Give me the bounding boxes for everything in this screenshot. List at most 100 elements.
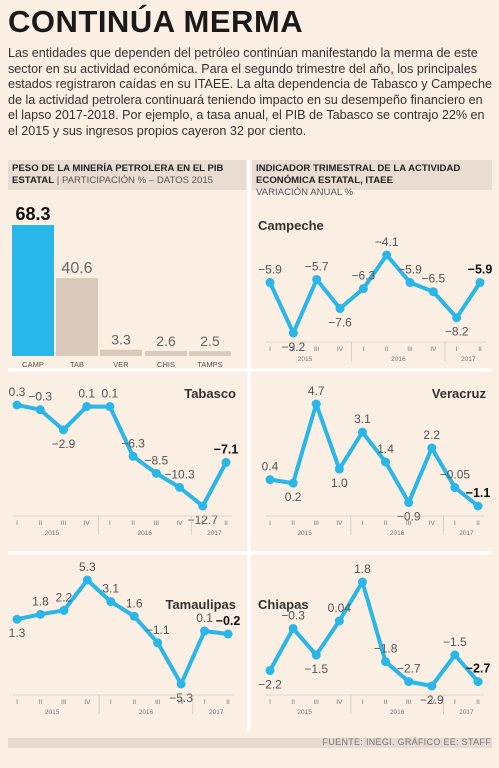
tamaulipas-quarter-label: II — [132, 699, 136, 706]
campeche-quarter-label: III — [407, 346, 413, 353]
bar-value-label: 2.5 — [200, 333, 220, 349]
tabasco-year-label: 2016 — [137, 530, 152, 537]
veracruz-series-line — [268, 402, 480, 508]
veracruz-point — [265, 475, 275, 485]
campeche-point — [382, 250, 392, 260]
campeche-quarter-label: IV — [337, 346, 344, 353]
chiapas-point — [381, 657, 391, 667]
tabasco-year-label: 2017 — [207, 530, 222, 537]
veracruz-year-label: 2015 — [297, 530, 312, 537]
bar-tamps — [189, 351, 231, 356]
veracruz-point-label: 0.4 — [262, 460, 279, 474]
chiapas-quarter-label: IV — [336, 699, 343, 706]
tabasco-point-label: 0.3 — [9, 385, 26, 399]
source-credit: FUENTE: INEGI. GRÁFICO EE: STAFF — [322, 737, 491, 747]
veracruz-point — [427, 443, 437, 453]
chiapas-point-label: 0.04 — [328, 601, 352, 615]
bar-value-label: 40.6 — [61, 260, 92, 277]
bar-tab — [56, 278, 98, 356]
chiapas-quarter-label: I — [362, 699, 364, 706]
chiapas-year-label: 2016 — [390, 709, 405, 716]
campeche-quarter-label: II — [385, 346, 389, 353]
tabasco-point-label: −8.5 — [144, 453, 168, 467]
chiapas-point-label: −2.2 — [258, 678, 282, 692]
tamaulipas-point-label: 1.3 — [9, 626, 26, 640]
chiapas-quarter-label: I — [269, 699, 271, 706]
tabasco-quarter-label: III — [154, 520, 160, 527]
tabasco-point — [198, 501, 208, 511]
tamaulipas-year-label: 2017 — [209, 709, 224, 716]
chiapas-point — [265, 666, 275, 676]
veracruz-chart-title: Veracruz — [432, 386, 487, 401]
campeche-point — [335, 304, 345, 314]
footer-band — [8, 738, 492, 748]
tabasco-point-label: −0.3 — [28, 390, 52, 404]
intro-paragraph: Las entidades que dependen del petróleo … — [8, 46, 492, 138]
tabasco-point-label: 0.1 — [78, 387, 95, 401]
veracruz-point-label: −0.05 — [440, 468, 471, 482]
chiapas-point — [450, 650, 460, 660]
tamaulipas-chart-title: Tamaulipas — [165, 597, 236, 612]
tabasco-quarter-label: II — [224, 520, 228, 527]
tamaulipas-quarter-label: III — [155, 699, 161, 706]
veracruz-quarter-label: II — [291, 520, 295, 527]
tamaulipas-point — [129, 611, 139, 621]
campeche-point-label: −5.9 — [468, 263, 493, 277]
campeche-point-label: −5.9 — [258, 263, 282, 277]
veracruz-quarter-label: I — [454, 520, 456, 527]
tabasco-point — [151, 468, 161, 478]
tamaulipas-year-label: 2016 — [139, 709, 154, 716]
chiapas-year-label: 2015 — [297, 709, 312, 716]
chiapas-point-label: −2.9 — [420, 693, 444, 707]
tamaulipas-point-label: 1.6 — [126, 596, 143, 610]
campeche-quarter-label: II — [478, 346, 482, 353]
tabasco-point — [128, 451, 138, 461]
chiapas-point-label: −1.5 — [304, 662, 328, 676]
tamaulipas-point — [176, 679, 186, 689]
chiapas-quarter-label: III — [406, 699, 412, 706]
chiapas-year-label: 2017 — [459, 709, 474, 716]
campeche-quarter-label: II — [292, 346, 296, 353]
tabasco-point-label: −6.3 — [121, 436, 145, 450]
bar-panel-header: PESO DE LA MINERÍA PETROLERA EN EL PIB E… — [8, 160, 246, 190]
campeche-point — [475, 278, 485, 288]
veracruz-point — [473, 501, 483, 511]
chiapas-point — [311, 650, 321, 660]
tabasco-point-label: −10.3 — [164, 467, 195, 481]
campeche-point-label: −5.9 — [398, 263, 422, 277]
chiapas-point-label: −2.7 — [466, 662, 491, 676]
chiapas-point-label: 1.8 — [354, 562, 371, 576]
tabasco-point — [221, 457, 231, 467]
tamaulipas-point-label: 3.1 — [102, 582, 119, 596]
bar-value-label: 3.3 — [111, 332, 131, 348]
campeche-point — [405, 278, 415, 288]
tamaulipas-point — [82, 575, 92, 585]
tabasco-quarter-label: I — [202, 520, 204, 527]
bar-category-label: CAMP — [22, 360, 44, 369]
campeche-point-label: −8.2 — [445, 325, 469, 339]
campeche-quarter-label: I — [269, 346, 271, 353]
veracruz-point — [381, 457, 391, 467]
tamaulipas-quarter-label: IV — [84, 699, 91, 706]
tabasco-point — [35, 405, 45, 415]
chiapas-point-label: −2.7 — [397, 662, 421, 676]
campeche-year-label: 2015 — [298, 356, 313, 363]
tabasco-chart-title: Tabasco — [184, 386, 236, 401]
veracruz-point-label: 4.7 — [308, 384, 325, 398]
tabasco-point — [105, 402, 115, 412]
veracruz-point-label: 1.4 — [377, 442, 394, 456]
campeche-point-label: −6.3 — [351, 269, 375, 283]
itaee-panel-subheading: VARIACIÓN ANUAL % — [256, 187, 354, 198]
chiapas-point — [427, 681, 437, 691]
tabasco-point — [12, 400, 22, 410]
bar-panel-subheading: PARTICIPACIÓN % – DATOS 2015 — [61, 175, 214, 186]
bar-category-label: TAB — [70, 360, 84, 369]
chiapas-point — [288, 623, 298, 633]
chiapas-point — [357, 577, 367, 587]
tabasco-quarter-label: II — [38, 520, 42, 527]
chiapas-quarter-label: II — [384, 699, 388, 706]
veracruz-point-label: 3.1 — [354, 412, 371, 426]
veracruz-point-label: 0.2 — [285, 490, 302, 504]
tabasco-quarter-label: IV — [176, 520, 183, 527]
campeche-quarter-label: III — [314, 346, 320, 353]
